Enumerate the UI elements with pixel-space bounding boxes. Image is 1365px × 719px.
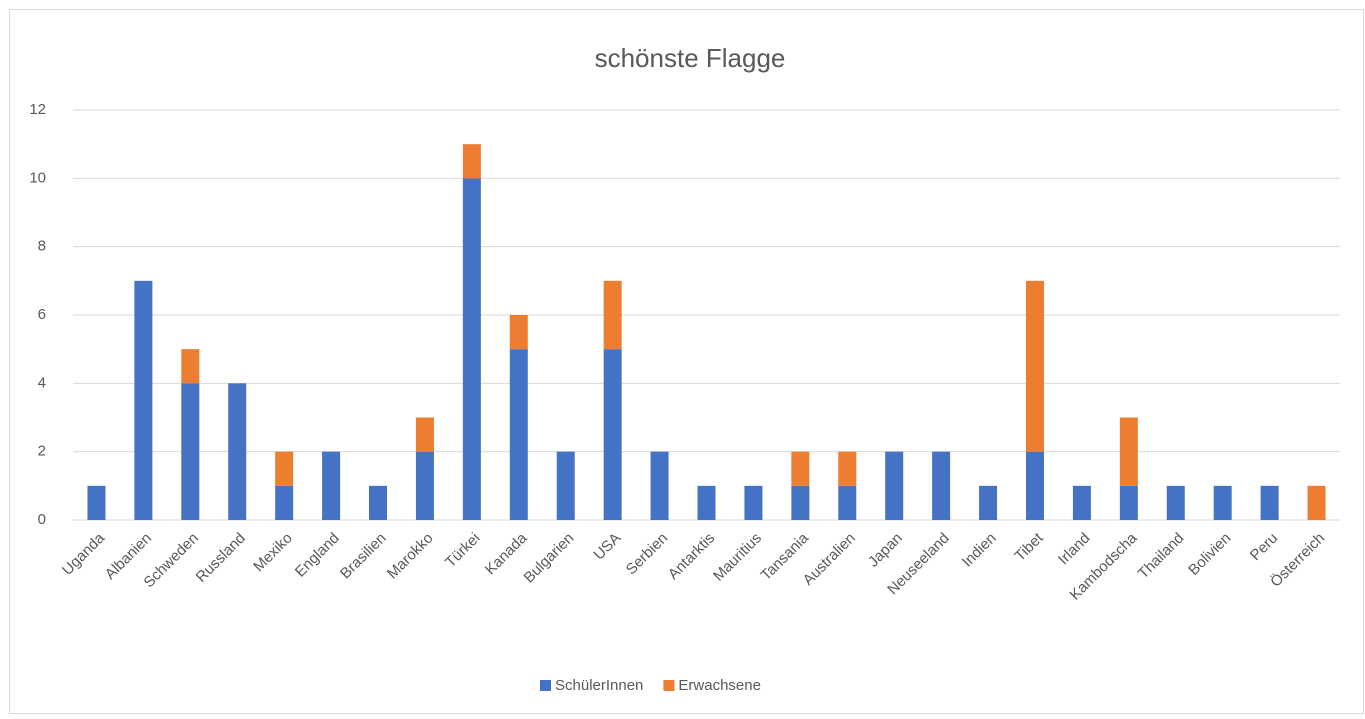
bar-segment	[1025, 280, 1044, 452]
bar-segment	[979, 485, 998, 520]
bar-segment	[1307, 485, 1326, 520]
legend-swatch	[540, 680, 551, 691]
bar-segment	[275, 451, 294, 486]
bar-segment	[462, 144, 481, 179]
bar-segment	[1025, 451, 1044, 520]
y-tick-label: 4	[38, 374, 46, 391]
bar-segment	[791, 485, 810, 520]
bar-segment	[1166, 485, 1185, 520]
bar-segment	[1260, 485, 1279, 520]
y-tick-label: 6	[38, 306, 46, 323]
bar-segment	[885, 451, 904, 520]
bar-segment	[228, 383, 247, 520]
bar-segment	[462, 178, 481, 521]
bar-segment	[415, 451, 434, 520]
bar-segment	[556, 451, 575, 520]
bar-segment	[744, 485, 763, 520]
bar-segment	[1119, 485, 1138, 520]
bar-segment	[697, 485, 716, 520]
y-tick-label: 12	[29, 101, 46, 118]
y-tick-label: 8	[38, 238, 46, 255]
bar-segment	[509, 315, 528, 350]
bar-segment	[87, 485, 106, 520]
bar-segment	[932, 451, 951, 520]
bar-segment	[509, 349, 528, 520]
bar-segment	[415, 417, 434, 452]
y-tick-label: 10	[29, 169, 46, 186]
y-tick-label: 2	[38, 443, 46, 460]
bar-segment	[181, 383, 200, 520]
bar-segment	[838, 485, 857, 520]
y-tick-label: 0	[38, 511, 46, 528]
bar-segment	[322, 451, 341, 520]
chart-title: schönste Flagge	[595, 43, 786, 73]
legend-label: Erwachsene	[678, 677, 761, 694]
bar-segment	[275, 485, 294, 520]
bar-segment	[791, 451, 810, 486]
bar-segment	[134, 280, 153, 520]
bar-segment	[650, 451, 669, 520]
chart-frame	[9, 9, 1364, 714]
bar-segment	[1213, 485, 1232, 520]
bar-segment	[1072, 485, 1091, 520]
legend-swatch	[663, 680, 675, 691]
legend-label: SchülerInnen	[555, 677, 643, 694]
bar-segment	[838, 451, 857, 486]
bar-segment	[603, 280, 622, 350]
bar-segment	[603, 349, 622, 520]
bar-segment	[1119, 417, 1138, 486]
bar-segment	[181, 349, 200, 384]
bar-segment	[369, 485, 388, 520]
